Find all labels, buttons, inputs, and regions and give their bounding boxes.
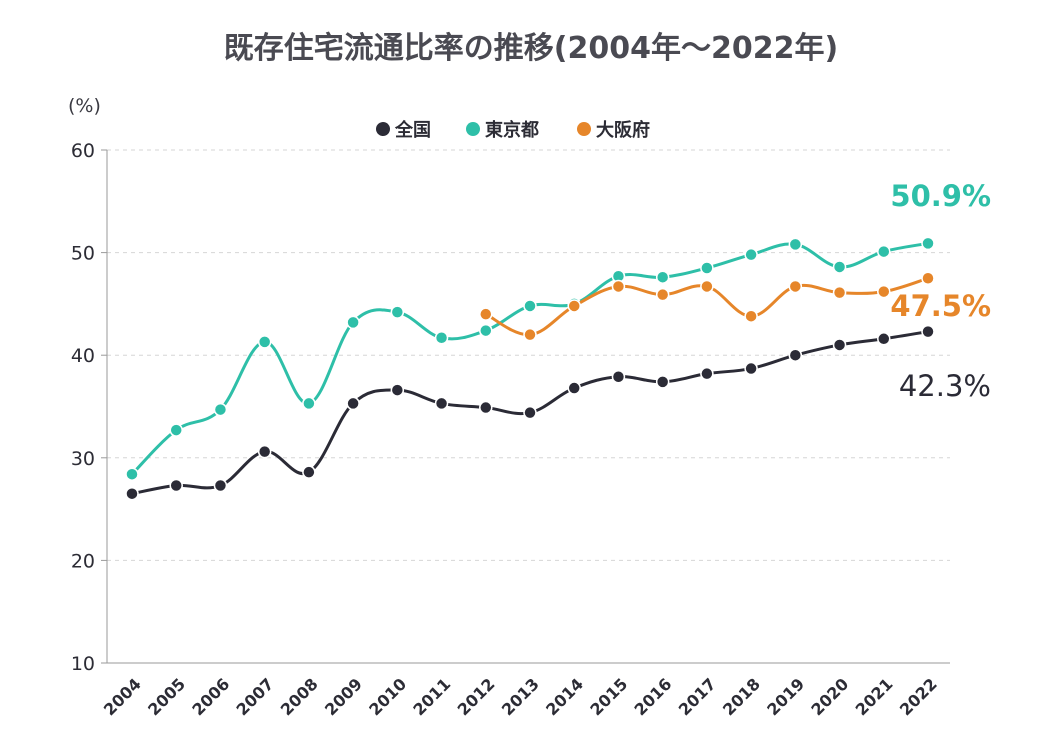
y-tick-label: 40: [71, 345, 95, 367]
x-tick-label: 2007: [233, 674, 278, 719]
data-point: [125, 467, 139, 481]
data-point: [434, 331, 449, 345]
data-point: [877, 244, 891, 259]
series-0: [125, 324, 935, 501]
x-tick-label: 2019: [763, 674, 808, 719]
y-tick-label: 30: [71, 448, 95, 470]
y-axis-unit: (%): [68, 95, 101, 117]
legend-label: 全国: [394, 119, 431, 141]
data-point: [302, 396, 316, 411]
legend-marker: [466, 122, 480, 136]
grid: [107, 149, 950, 561]
x-tick-label: 2006: [188, 674, 233, 719]
x-tick-label: 2012: [454, 674, 499, 719]
data-point: [788, 279, 803, 294]
y-tick-label: 50: [71, 243, 95, 265]
data-point: [877, 332, 891, 346]
x-tick-label: 2018: [719, 674, 764, 719]
data-point: [788, 348, 803, 362]
end-value-label: 42.3%: [899, 369, 991, 403]
x-tick-label: 2014: [542, 674, 587, 719]
data-point: [390, 383, 405, 397]
chart-title: 既存住宅流通比率の推移(2004年～2022年): [224, 31, 838, 66]
y-tick-label: 60: [71, 140, 95, 162]
data-point: [567, 299, 581, 313]
data-point: [213, 478, 228, 493]
data-point: [877, 284, 891, 299]
legend-item: 全国: [376, 119, 431, 141]
y-tick-label: 10: [71, 653, 95, 675]
axes: 10 20 30 40 50 60 2004 2005 2006 2007 2008 2009 2010…: [71, 140, 950, 719]
data-point: [302, 465, 316, 479]
legend-marker: [376, 122, 390, 136]
data-point: [655, 375, 670, 389]
data-point: [567, 381, 581, 395]
data-point: [788, 237, 803, 252]
end-labels: 42.3% 50.9% 47.5%: [890, 179, 991, 403]
x-tick-label: 2017: [675, 674, 720, 719]
data-point: [479, 307, 493, 321]
x-tick-label: 2013: [498, 674, 543, 719]
data-point: [346, 315, 360, 330]
data-point: [921, 271, 935, 285]
x-tick-label: 2010: [365, 674, 410, 719]
x-tick-label: 2015: [586, 674, 631, 719]
data-point: [523, 327, 537, 342]
data-point: [611, 369, 626, 384]
data-point: [169, 478, 183, 493]
data-point: [921, 324, 935, 339]
data-point: [479, 400, 493, 415]
data-point: [832, 285, 847, 300]
data-point: [390, 305, 405, 319]
x-tick-label: 2020: [807, 674, 852, 719]
data-point: [832, 260, 847, 274]
legend: 全国 東京都 大阪府: [376, 119, 650, 141]
legend-item: 東京都: [466, 119, 539, 141]
data-point: [169, 423, 183, 437]
data-point: [655, 287, 670, 302]
data-point: [921, 236, 935, 251]
data-point: [744, 309, 758, 323]
data-point: [346, 396, 360, 411]
series-line: [130, 241, 930, 476]
x-tick-label: 2022: [896, 674, 941, 719]
data-point: [832, 338, 847, 352]
end-value-label: 50.9%: [890, 179, 991, 213]
legend-item: 大阪府: [577, 119, 650, 141]
x-tick-label: 2016: [631, 674, 676, 719]
data-point: [523, 405, 537, 420]
data-point: [655, 270, 670, 284]
x-tick-label: 2009: [321, 674, 366, 719]
data-point: [125, 486, 139, 501]
data-point: [479, 323, 493, 338]
y-tick-label: 20: [71, 550, 95, 572]
series-2: [479, 271, 935, 342]
series-layer: [125, 236, 935, 501]
x-tick-label: 2004: [100, 674, 145, 719]
data-point: [700, 261, 714, 275]
data-point: [434, 396, 449, 411]
data-point: [213, 402, 228, 417]
end-value-label: 47.5%: [890, 289, 991, 323]
legend-label: 大阪府: [596, 119, 650, 141]
x-tick-label: 2021: [852, 674, 897, 719]
legend-marker: [577, 122, 591, 136]
series-1: [125, 236, 935, 481]
data-point: [523, 299, 537, 313]
data-point: [744, 247, 758, 262]
x-tick-label: 2008: [277, 674, 322, 719]
data-point: [257, 444, 272, 459]
x-tick-label: 2005: [144, 674, 189, 719]
data-point: [744, 361, 758, 376]
data-point: [700, 366, 714, 381]
data-point: [257, 335, 272, 349]
legend-label: 東京都: [485, 119, 539, 141]
data-point: [700, 279, 714, 294]
data-point: [611, 279, 626, 294]
x-tick-label: 2011: [409, 674, 454, 719]
